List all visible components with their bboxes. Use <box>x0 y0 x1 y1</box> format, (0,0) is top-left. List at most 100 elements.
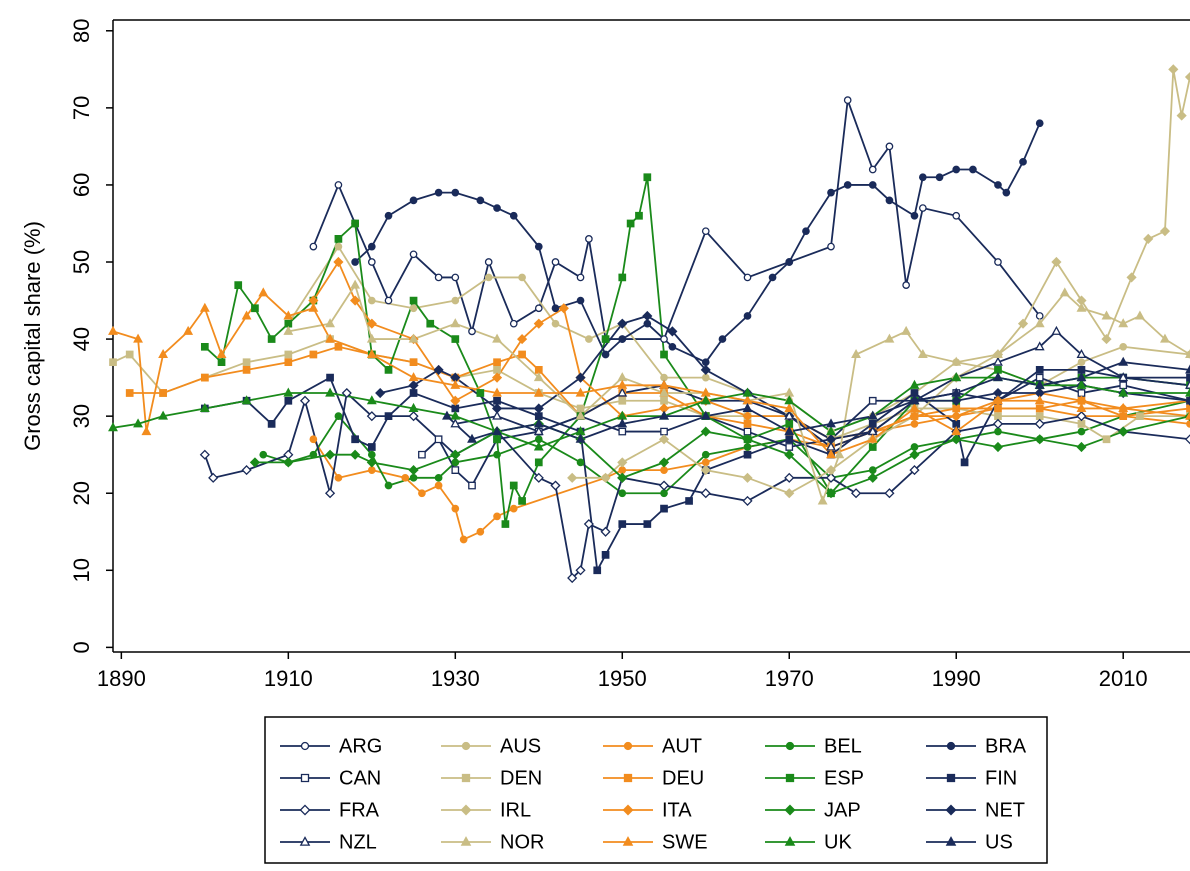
marker <box>434 273 443 282</box>
marker <box>409 196 418 205</box>
marker <box>350 295 361 306</box>
marker <box>567 472 578 483</box>
marker <box>300 741 310 751</box>
marker <box>993 395 1003 405</box>
marker <box>909 449 920 460</box>
marker <box>576 296 585 305</box>
marker <box>476 389 485 397</box>
legend-label: FIN <box>985 767 1017 789</box>
marker <box>1077 366 1086 374</box>
marker <box>551 319 560 328</box>
marker <box>945 836 957 846</box>
marker <box>917 348 928 359</box>
marker <box>910 420 919 428</box>
marker <box>408 411 419 422</box>
marker <box>492 387 502 397</box>
marker <box>461 773 471 783</box>
marker <box>1119 381 1128 390</box>
marker <box>242 358 251 367</box>
marker <box>533 403 544 414</box>
marker <box>826 449 836 459</box>
marker <box>918 173 927 182</box>
legend-label: NET <box>985 799 1025 821</box>
marker <box>334 412 343 421</box>
marker <box>992 418 1004 429</box>
marker <box>409 250 418 259</box>
marker <box>700 488 711 499</box>
marker <box>1118 426 1129 437</box>
marker <box>617 472 628 483</box>
marker <box>283 457 294 468</box>
marker <box>700 465 711 476</box>
marker <box>575 410 586 420</box>
marker <box>994 366 1002 374</box>
marker <box>1184 434 1190 445</box>
marker <box>660 489 668 498</box>
marker <box>249 457 261 468</box>
marker <box>576 404 585 413</box>
marker <box>408 402 419 412</box>
marker <box>1002 188 1011 197</box>
marker <box>851 348 861 359</box>
legend-label: ITA <box>662 799 692 821</box>
marker <box>784 804 796 816</box>
marker <box>785 258 794 266</box>
marker <box>468 481 476 490</box>
x-tick-label: 1970 <box>765 666 814 691</box>
marker <box>484 273 493 282</box>
marker <box>785 443 794 451</box>
marker <box>450 449 461 460</box>
y-tick-label: 10 <box>69 558 94 582</box>
marker <box>234 281 243 289</box>
marker <box>158 410 169 420</box>
marker <box>251 304 259 313</box>
marker <box>450 418 461 428</box>
marker <box>366 395 377 405</box>
marker <box>467 433 477 443</box>
marker <box>434 481 443 490</box>
marker <box>267 420 276 428</box>
marker <box>384 481 393 490</box>
marker <box>493 204 501 212</box>
marker <box>825 488 837 499</box>
marker <box>1076 441 1087 453</box>
marker <box>868 396 877 405</box>
marker <box>1101 334 1112 345</box>
marker <box>1102 435 1111 444</box>
marker <box>450 410 461 420</box>
marker <box>534 412 543 421</box>
series-line <box>254 415 1190 495</box>
marker <box>1034 318 1045 328</box>
marker <box>622 836 634 846</box>
marker <box>533 472 544 483</box>
marker <box>945 804 957 816</box>
marker <box>618 466 627 474</box>
marker <box>366 318 377 329</box>
marker <box>533 441 544 451</box>
marker <box>200 342 209 351</box>
marker <box>509 504 518 513</box>
marker <box>451 188 460 197</box>
marker <box>784 387 795 397</box>
marker <box>618 427 627 436</box>
marker <box>1101 310 1112 320</box>
marker <box>909 411 920 422</box>
marker <box>533 372 544 382</box>
marker <box>533 426 544 436</box>
marker <box>451 273 460 282</box>
marker <box>133 418 143 428</box>
marker <box>834 449 845 459</box>
marker <box>534 242 543 251</box>
marker <box>1034 395 1045 405</box>
marker <box>993 372 1003 382</box>
legend-label: DEN <box>500 767 542 789</box>
legend-label: SWE <box>662 831 708 853</box>
marker <box>585 235 593 243</box>
marker <box>952 420 961 428</box>
marker <box>1118 387 1129 397</box>
marker <box>350 449 361 460</box>
marker <box>994 181 1002 189</box>
marker <box>1185 379 1190 389</box>
marker <box>994 258 1002 266</box>
marker <box>501 520 510 528</box>
